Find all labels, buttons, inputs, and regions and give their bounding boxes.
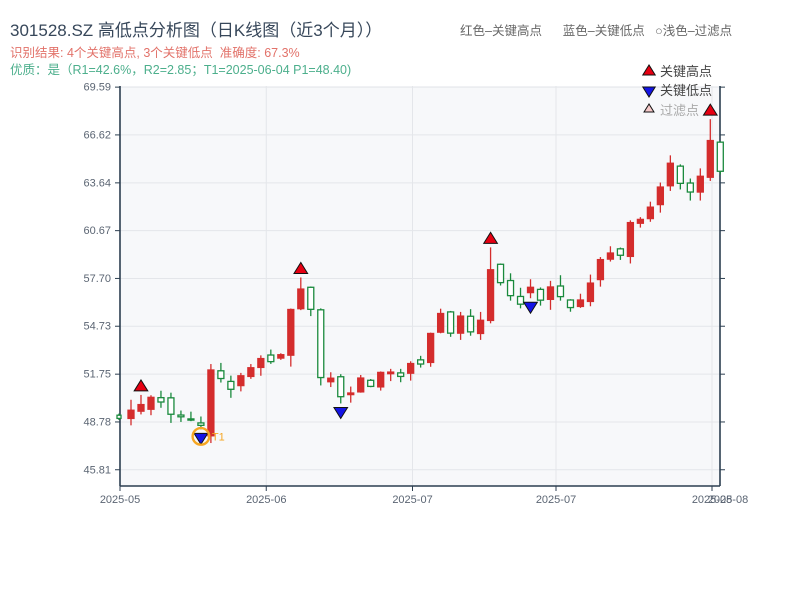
svg-text:54.73: 54.73 [83,321,111,333]
svg-text:2025-05: 2025-05 [100,494,140,506]
svg-text:51.75: 51.75 [83,369,111,381]
svg-text:45.81: 45.81 [83,464,111,476]
svg-text:69.59: 69.59 [83,82,111,94]
svg-text:2025-08: 2025-08 [708,494,748,506]
svg-text:48.78: 48.78 [83,416,111,428]
svg-text:60.67: 60.67 [83,225,111,237]
svg-text:63.64: 63.64 [83,177,111,189]
svg-text:关键高点: 关键高点 [660,64,712,79]
svg-text:过滤点: 过滤点 [660,103,699,118]
svg-text:T1: T1 [212,431,225,443]
svg-text:66.62: 66.62 [83,129,111,141]
svg-text:2025-07: 2025-07 [392,494,432,506]
svg-text:2025-07: 2025-07 [536,494,576,506]
svg-text:57.70: 57.70 [83,273,111,285]
svg-text:关键低点: 关键低点 [660,83,712,98]
svg-text:2025-06: 2025-06 [246,494,286,506]
